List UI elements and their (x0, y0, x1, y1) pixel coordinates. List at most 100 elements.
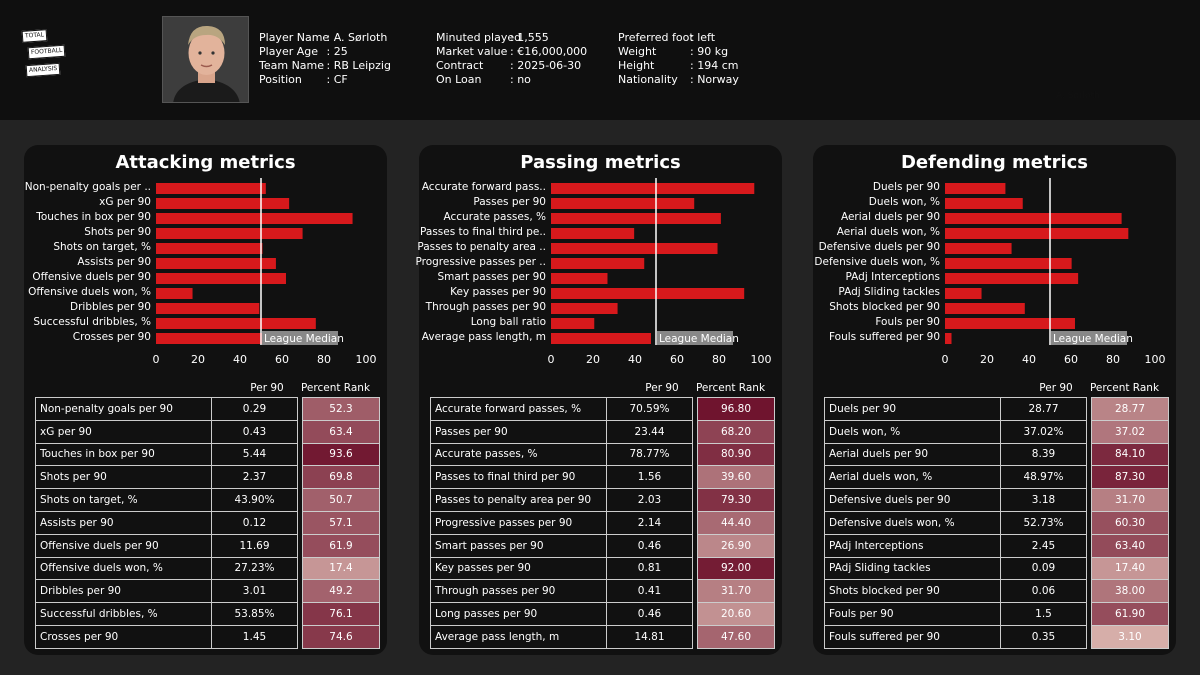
bar (945, 183, 1006, 194)
table-row: Touches in box per 90 5.44 93.6 (35, 442, 380, 467)
info-value: 25 (333, 45, 348, 58)
table-row: Offensive duels won, % 27.23% 17.4 (35, 556, 380, 581)
metric-percent-rank: 37.02 (1091, 419, 1169, 444)
metric-name: Long passes per 90 (430, 602, 607, 626)
x-tick-label: 20 (191, 353, 205, 366)
table-row: Defensive duels won, % 52.73% 60.30 (824, 510, 1169, 535)
bar (945, 228, 1129, 239)
metric-percent-rank: 52.3 (302, 397, 380, 421)
info-row: Player Name : A. Sørloth (259, 31, 388, 44)
panel-title: Defending metrics (900, 152, 1089, 173)
x-tick-label: 40 (233, 353, 247, 366)
defending-panel: Defending metrics Duels per 90 Duels won,… (813, 145, 1176, 655)
info-row: Nationality: Norway (618, 73, 739, 86)
bar (945, 273, 1079, 284)
bar-label: xG per 90 (99, 196, 151, 208)
info-key: Position (259, 73, 302, 86)
info-key: On Loan (436, 73, 482, 86)
x-tick-label: 100 (1145, 353, 1166, 366)
bar (156, 228, 303, 239)
bar-label: PAdj Sliding tackles (838, 286, 940, 298)
metric-per90: 0.35 (1000, 624, 1087, 649)
metric-percent-rank: 3.10 (1091, 624, 1169, 649)
table-row: Shots on target, % 43.90% 50.7 (35, 488, 380, 512)
metric-percent-rank: 63.4 (302, 419, 380, 444)
watermark-text: A. Sørloth (1056, 91, 1100, 101)
metric-name: Offensive duels won, % (35, 556, 212, 581)
info-row: Height: 194 cm (618, 59, 739, 72)
bar (551, 288, 745, 299)
table-row: Key passes per 90 0.81 92.00 (430, 556, 775, 581)
bar-chart: League Median 0 20 40 60 80 100 (548, 178, 772, 366)
info-row: Minuted played: 1,555 (436, 31, 549, 44)
metric-name: Passes to penalty area per 90 (430, 488, 607, 512)
metric-per90: 70.59% (606, 397, 693, 421)
bar-label: Key passes per 90 (450, 286, 546, 298)
metric-name: PAdj Sliding tackles (824, 556, 1001, 581)
metric-per90: 2.03 (606, 488, 693, 512)
bar (945, 213, 1122, 224)
metric-percent-rank: 80.90 (697, 442, 775, 467)
metric-per90: 28.77 (1000, 397, 1087, 421)
metric-percent-rank: 60.30 (1091, 510, 1169, 535)
metric-percent-rank: 79.30 (697, 488, 775, 512)
bar-label: Non-penalty goals per .. (24, 181, 151, 193)
info-row: Market value: €16,000,000 (436, 45, 588, 58)
bar-label: Accurate passes, % (443, 211, 547, 223)
metric-percent-rank: 47.60 (697, 624, 775, 649)
bar-chart: League Median 0 20 40 60 80 100 (153, 178, 377, 366)
bar-label: Smart passes per 90 (437, 271, 546, 283)
bar (945, 318, 1075, 329)
metric-per90: 23.44 (606, 419, 693, 444)
metric-name: Passes to final third per 90 (430, 465, 607, 490)
bar-label: Dribbles per 90 (70, 301, 151, 313)
metric-name: Successful dribbles, % (35, 602, 212, 626)
metric-name: Defensive duels per 90 (824, 488, 1001, 512)
metric-percent-rank: 69.8 (302, 465, 380, 490)
info-row: On Loan: no (436, 73, 531, 86)
bar-label: Fouls per 90 (875, 316, 940, 328)
metric-percent-rank: 31.70 (697, 579, 775, 604)
table-header-percent-rank: Percent Rank (695, 382, 766, 394)
metric-percent-rank: 50.7 (302, 488, 380, 512)
bar-label: Duels per 90 (872, 181, 940, 193)
metric-per90: 1.56 (606, 465, 693, 490)
table-row: Non-penalty goals per 90 0.29 52.3 (35, 397, 380, 421)
info-value: 90 kg (697, 45, 729, 58)
bar (156, 243, 263, 254)
panel-title: Attacking metrics (115, 152, 296, 173)
metric-per90: 78.77% (606, 442, 693, 467)
metric-per90: 0.12 (211, 510, 298, 535)
metric-name: Defensive duels won, % (824, 510, 1001, 535)
bar (156, 183, 266, 194)
bar (156, 303, 260, 314)
metric-percent-rank: 96.80 (697, 397, 775, 421)
median-label: League Median (1053, 333, 1133, 345)
metric-per90: 0.43 (211, 419, 298, 444)
table-row: Defensive duels per 90 3.18 31.70 (824, 488, 1169, 512)
info-row: Position : CF (259, 73, 348, 86)
info-row: Team Name : RB Leipzig (259, 59, 391, 72)
metric-name: xG per 90 (35, 419, 212, 444)
x-tick-label: 0 (153, 353, 160, 366)
player-info-col3: Preferred foot: left Weight: 90 kg Heigh… (618, 31, 739, 87)
bar-label: Aerial duels won, % (836, 226, 940, 238)
metric-name: Assists per 90 (35, 510, 212, 535)
bar (945, 303, 1025, 314)
metric-per90: 0.81 (606, 556, 693, 581)
table-row: Passes per 90 23.44 68.20 (430, 419, 775, 444)
metric-name: Passes per 90 (430, 419, 607, 444)
metric-per90: 37.02% (1000, 419, 1087, 444)
metric-percent-rank: 61.9 (302, 533, 380, 558)
metric-percent-rank: 68.20 (697, 419, 775, 444)
metric-percent-rank: 63.40 (1091, 533, 1169, 558)
table-row: Long passes per 90 0.46 20.60 (430, 602, 775, 626)
table-row: Duels won, % 37.02% 37.02 (824, 419, 1169, 444)
player-photo (162, 16, 249, 103)
player-info-col1: Player Name : A. Sørloth Player Age : 25… (259, 31, 391, 87)
bar (945, 258, 1072, 269)
attacking-panel: Attacking metrics Non-penalty goals per … (24, 145, 387, 655)
x-tick-label: 80 (317, 353, 331, 366)
info-row: Contract: 2025-06-30 (436, 59, 582, 72)
table-row: Passes to penalty area per 90 2.03 79.30 (430, 488, 775, 512)
